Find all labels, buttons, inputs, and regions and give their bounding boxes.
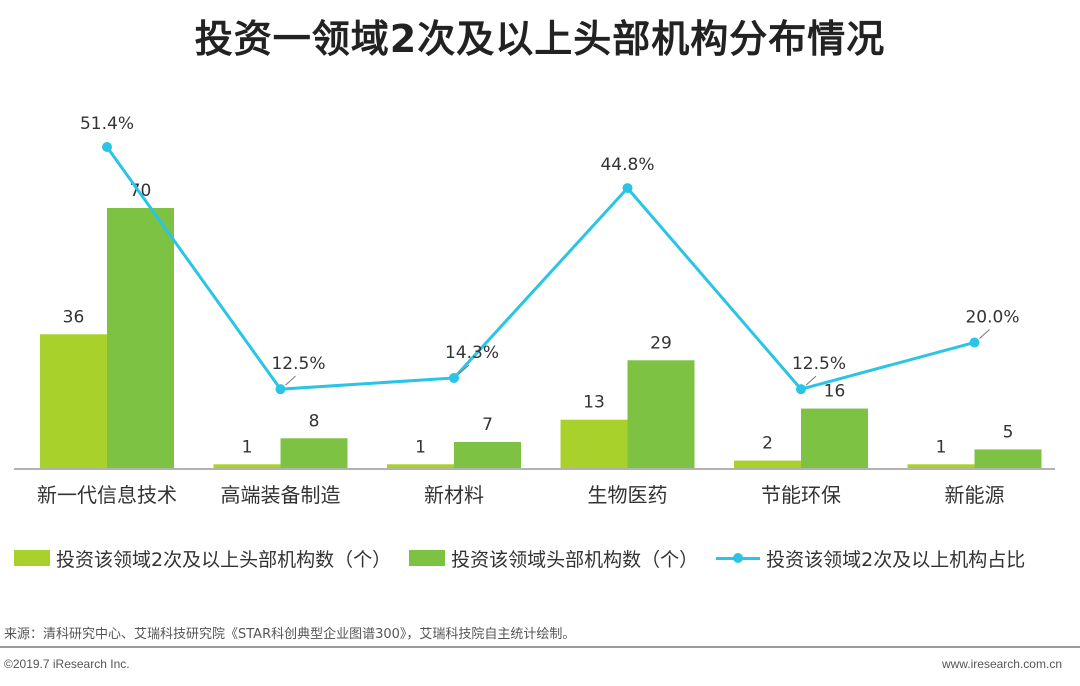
bar-13-s1-3	[560, 419, 628, 468]
bar-label-s1-5: 1	[936, 437, 947, 457]
line-label-3: 44.8%	[600, 155, 654, 175]
website: www.iresearch.com.cn	[941, 657, 1062, 671]
bar-label-s1-0: 36	[63, 307, 85, 327]
bar-1-s1-2	[387, 464, 454, 468]
legend-swatch-line	[716, 550, 761, 566]
line-label-1: 12.5%	[271, 354, 325, 374]
bar-label-s2-4: 16	[824, 382, 846, 402]
x-tick-label-0: 新一代信息技术	[37, 483, 177, 507]
chart-area: 3670新一代信息技术18高端装备制造17新材料1329生物医药216节能环保1…	[14, 114, 1055, 507]
line-point-1	[275, 384, 286, 395]
bar-s2-5	[974, 449, 1042, 468]
bar-label-s2-2: 7	[482, 415, 493, 435]
bar-s2-2	[454, 442, 521, 468]
line-label-5: 20.0%	[965, 307, 1019, 327]
line-label-4: 12.5%	[792, 354, 846, 374]
chart-title: 投资一领域2次及以上头部机构分布情况	[194, 17, 886, 61]
legend-label-line: 投资该领域2次及以上机构占比	[766, 548, 1026, 571]
line-point-2	[449, 372, 459, 383]
source-note: 来源：清科研究中心、艾瑞科技研究院《STAR科创典型企业图谱300》，艾瑞科技院…	[4, 627, 576, 642]
bar-1-s1-5	[907, 464, 975, 468]
line-label-2: 14.3%	[445, 343, 499, 363]
bar-label-s1-2: 1	[415, 437, 426, 457]
legend-item-line: 投资该领域2次及以上机构占比	[716, 545, 1025, 572]
copyright: ©2019.7 iResearch Inc.	[4, 657, 130, 671]
bar-2-s1-4	[734, 460, 801, 468]
bar-label-s2-3: 29	[650, 333, 672, 353]
bar-label-s1-3: 13	[583, 393, 605, 413]
legend-swatch-bar2	[409, 550, 446, 566]
x-tick-label-4: 节能环保	[761, 483, 841, 507]
legend-label-bar1: 投资该领域2次及以上头部机构数（个）	[56, 548, 392, 571]
line-label-leader-2	[458, 364, 470, 375]
x-tick-label-5: 新能源	[945, 483, 1005, 507]
bar-label-s2-5: 5	[1003, 422, 1014, 442]
line-series	[105, 146, 975, 391]
legend: 投资该领域2次及以上头部机构数（个） 投资该领域头部机构数（个） 投资该领域2次…	[14, 543, 1043, 573]
line-label-leader-5	[979, 329, 990, 339]
bar-label-s1-4: 2	[762, 434, 773, 454]
bar-36-s1-0	[40, 334, 107, 468]
line-point-4	[796, 384, 806, 395]
legend-item-bar2: 投资该领域头部机构数（个）	[409, 545, 698, 572]
legend-label-bar2: 投资该领域头部机构数（个）	[451, 548, 699, 571]
footer-divider	[0, 646, 1080, 648]
bar-s2-1	[280, 438, 348, 468]
legend-swatch-bar1	[14, 550, 50, 566]
legend-item-bar1: 投资该领域2次及以上头部机构数（个）	[14, 545, 391, 572]
line-point-3	[622, 183, 633, 194]
x-tick-label-3: 生物医药	[588, 483, 668, 507]
bar-s2-3	[627, 360, 695, 468]
line-point-0	[102, 142, 112, 152]
line-label-0: 51.4%	[80, 114, 134, 134]
x-tick-label-1: 高端装备制造	[221, 483, 341, 507]
bar-s2-4	[801, 408, 868, 468]
bar-s2-0	[107, 208, 174, 468]
line-label-leader-1	[285, 375, 296, 386]
bar-1-s1-1	[213, 464, 281, 468]
bar-label-s1-1: 1	[242, 437, 253, 457]
bar-label-s2-1: 8	[309, 411, 320, 431]
line-point-5	[969, 337, 980, 348]
line-label-leader-4	[805, 375, 817, 386]
x-tick-label-2: 新材料	[424, 483, 484, 507]
